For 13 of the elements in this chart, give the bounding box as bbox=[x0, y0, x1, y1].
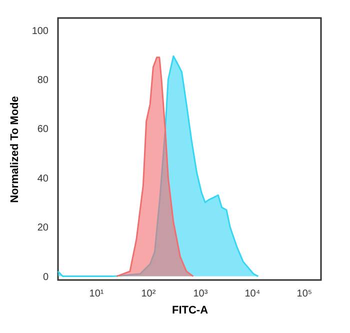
y-tick-label: 100 bbox=[32, 26, 49, 37]
y-tick-label: 60 bbox=[37, 124, 49, 136]
y-tick-label: 80 bbox=[37, 75, 49, 86]
y-tick-label: 40 bbox=[37, 173, 49, 184]
x-tick-label: 10² bbox=[141, 288, 156, 300]
y-axis-title: Normalized To Mode bbox=[8, 96, 21, 203]
x-axis-title: FITC-A bbox=[172, 304, 208, 316]
x-tick-label: 10⁴ bbox=[244, 288, 260, 300]
y-tick-label: 20 bbox=[37, 222, 49, 234]
x-tick-label: 10⁵ bbox=[296, 288, 312, 300]
x-tick-label: 10¹ bbox=[89, 288, 104, 300]
x-tick-label: 10³ bbox=[193, 288, 208, 300]
y-tick-label: 0 bbox=[42, 272, 49, 283]
